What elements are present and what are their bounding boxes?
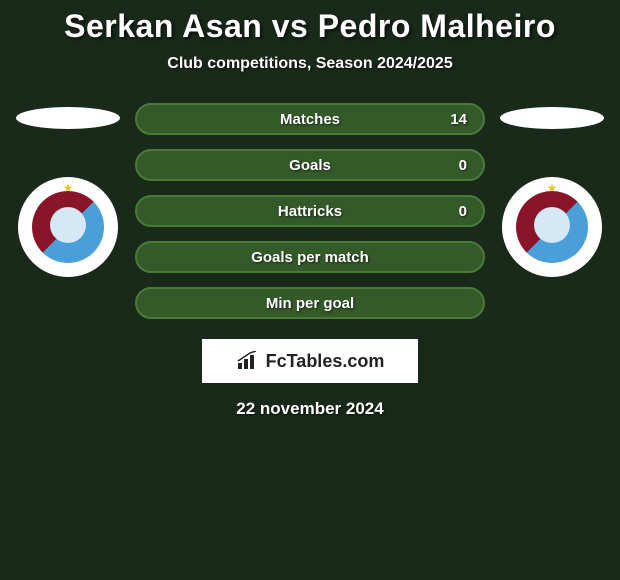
logo-box[interactable]: FcTables.com <box>202 339 418 383</box>
club-swirl-icon <box>534 207 570 243</box>
player-photo-placeholder-right <box>500 107 604 129</box>
stat-label: Goals <box>289 157 331 174</box>
stat-label: Matches <box>280 111 340 128</box>
stat-value-right: 14 <box>450 111 467 128</box>
stat-row-hattricks: Hattricks 0 <box>135 195 485 227</box>
stat-row-matches: Matches 14 <box>135 103 485 135</box>
stats-column: Matches 14 Goals 0 Hattricks 0 Goals per… <box>135 103 485 319</box>
player-photo-placeholder-left <box>16 107 120 129</box>
stat-label: Goals per match <box>251 249 369 266</box>
date-text: 22 november 2024 <box>0 399 620 419</box>
club-badge-left: ★ <box>18 177 118 277</box>
page-title: Serkan Asan vs Pedro Malheiro <box>0 8 620 45</box>
comparison-card: Serkan Asan vs Pedro Malheiro Club compe… <box>0 0 620 419</box>
club-swirl-icon <box>50 207 86 243</box>
stat-label: Hattricks <box>278 203 342 220</box>
club-crest-icon: ★ <box>32 191 104 263</box>
right-player-col: ★ <box>497 103 607 277</box>
chart-icon <box>236 351 262 371</box>
club-badge-right: ★ <box>502 177 602 277</box>
stat-row-goals-per-match: Goals per match <box>135 241 485 273</box>
star-icon: ★ <box>63 181 74 195</box>
stat-value-right: 0 <box>459 203 467 220</box>
star-icon: ★ <box>547 181 558 195</box>
logo-text: FcTables.com <box>266 351 385 372</box>
stat-row-min-per-goal: Min per goal <box>135 287 485 319</box>
left-player-col: ★ <box>13 103 123 277</box>
club-crest-icon: ★ <box>516 191 588 263</box>
main-row: ★ Matches 14 Goals 0 Hattricks 0 Goals p… <box>0 103 620 319</box>
stat-row-goals: Goals 0 <box>135 149 485 181</box>
subtitle: Club competitions, Season 2024/2025 <box>0 55 620 73</box>
stat-value-right: 0 <box>459 157 467 174</box>
stat-label: Min per goal <box>266 295 354 312</box>
